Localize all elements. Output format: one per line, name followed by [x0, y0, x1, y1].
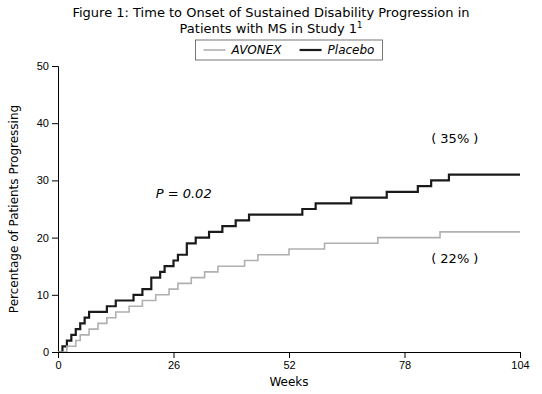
title-line: Figure 1: Time to Onset of Sustained Dis…: [72, 5, 469, 20]
y-tick: 10: [37, 289, 58, 301]
y-tick-mark: [52, 66, 58, 67]
y-tick-label: 20: [37, 232, 49, 244]
y-axis-label: Percentage of Patients Progressing: [7, 105, 21, 313]
series-line: [58, 175, 520, 352]
y-tick-mark: [52, 123, 58, 124]
x-tick: 26: [168, 352, 180, 371]
y-tick-mark: [52, 180, 58, 181]
x-tick-mark: [289, 352, 290, 358]
title-text: Patients with MS in Study 1: [180, 21, 357, 36]
legend-label: Placebo: [328, 43, 375, 57]
x-tick-label: 104: [511, 359, 529, 371]
y-tick-mark: [52, 238, 58, 239]
y-tick: 50: [37, 60, 58, 72]
x-tick: 104: [511, 352, 529, 371]
x-tick-label: 0: [55, 359, 61, 371]
title-superscript: 1: [357, 20, 362, 30]
y-tick: 0: [43, 346, 58, 358]
title-text: Figure 1: Time to Onset of Sustained Dis…: [72, 5, 469, 20]
plot: 0 26 52 78 104 0 10 20 30 40 50 Weeks Percentage of …: [7, 60, 530, 389]
x-tick: 0: [55, 352, 61, 371]
y-tick-mark: [52, 295, 58, 296]
x-axis-label: Weeks: [269, 375, 308, 389]
y-axis-line: [52, 67, 59, 353]
legend-frame: [196, 40, 383, 60]
annotation: P = 0.02: [156, 186, 212, 201]
y-tick-label: 40: [37, 117, 49, 129]
legend-label: AVONEX: [231, 43, 283, 57]
annotation: ( 22% ): [431, 251, 478, 266]
x-tick: 78: [399, 352, 411, 371]
legend-item: Placebo: [300, 43, 375, 57]
x-tick-mark: [520, 352, 521, 358]
annotations: P = 0.02 ( 35% ) ( 22% ): [156, 131, 479, 266]
title-line: Patients with MS in Study 11: [180, 20, 363, 36]
x-tick-label: 78: [399, 359, 411, 371]
x-tick-mark: [174, 352, 175, 358]
x-axis-line: [59, 353, 521, 359]
series-group: [58, 175, 520, 352]
y-axis: 0 10 20 30 40 50: [37, 60, 59, 358]
legend: AVONEX Placebo: [196, 40, 383, 60]
y-tick: 30: [37, 174, 58, 186]
x-tick-label: 26: [168, 359, 180, 371]
y-tick-mark: [52, 352, 58, 353]
legend-swatch: [204, 49, 226, 51]
y-tick: 40: [37, 117, 58, 129]
annotation: ( 35% ): [431, 131, 478, 146]
y-tick: 20: [37, 232, 58, 244]
x-tick-mark: [405, 352, 406, 358]
title: Figure 1: Time to Onset of Sustained Dis…: [72, 5, 469, 36]
y-tick-label: 30: [37, 174, 49, 186]
y-tick-label: 50: [37, 60, 49, 72]
y-tick-label: 10: [37, 289, 49, 301]
x-tick-label: 52: [283, 359, 295, 371]
legend-swatch: [300, 49, 322, 51]
x-tick: 52: [283, 352, 295, 371]
legend-item: AVONEX: [204, 43, 283, 57]
chart: Figure 1: Time to Onset of Sustained Dis…: [0, 0, 542, 394]
y-tick-label: 0: [43, 346, 49, 358]
x-axis: 0 26 52 78 104: [55, 352, 529, 371]
series-line: [58, 232, 520, 352]
